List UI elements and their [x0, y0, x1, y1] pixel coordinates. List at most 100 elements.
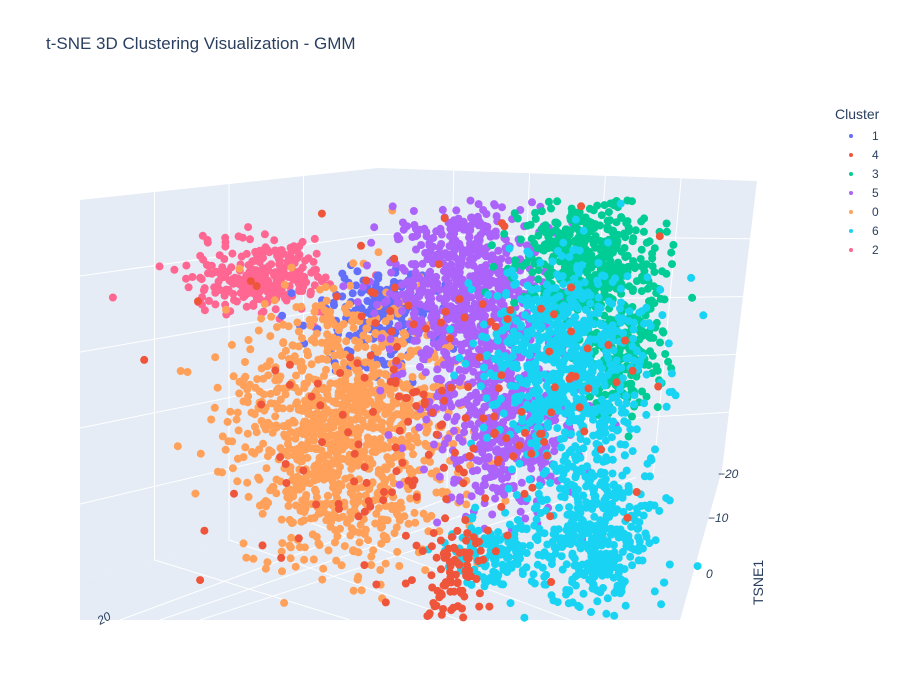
data-point-cluster-6	[627, 522, 636, 531]
data-point-cluster-0	[334, 514, 343, 522]
data-point-cluster-6	[562, 586, 571, 594]
legend-item-cluster-4[interactable]: 4	[835, 145, 879, 164]
data-point-cluster-5	[436, 249, 445, 258]
data-point-cluster-5	[450, 284, 458, 293]
data-point-cluster-3	[656, 338, 664, 347]
data-point-cluster-0	[308, 530, 317, 539]
data-point-cluster-3	[642, 392, 651, 401]
data-point-cluster-6	[555, 375, 564, 384]
data-point-cluster-6	[598, 407, 607, 416]
data-point-cluster-5	[481, 244, 489, 253]
data-point-cluster-3	[596, 237, 605, 245]
data-point-cluster-0	[361, 343, 370, 351]
data-point-cluster-4	[450, 587, 459, 596]
data-point-cluster-4	[483, 526, 492, 535]
data-point-cluster-0	[367, 561, 376, 569]
data-point-cluster-0	[239, 539, 248, 548]
data-point-cluster-3	[653, 403, 662, 412]
data-point-cluster-6	[588, 537, 597, 546]
data-point-cluster-6	[612, 365, 621, 374]
data-point-cluster-6	[582, 482, 591, 491]
data-point-cluster-0	[372, 509, 381, 518]
data-point-cluster-0	[191, 489, 200, 498]
data-point-cluster-6	[613, 426, 622, 435]
data-point-cluster-0	[227, 340, 236, 349]
data-point-cluster-2	[210, 283, 219, 292]
data-point-cluster-4	[521, 428, 529, 437]
data-point-cluster-0	[317, 338, 326, 347]
data-point-cluster-0	[411, 518, 420, 527]
data-point-cluster-6	[531, 312, 540, 321]
data-point-cluster-0	[250, 449, 259, 458]
data-point-cluster-5	[491, 494, 500, 503]
data-point-cluster-5	[435, 472, 444, 481]
data-point-cluster-2	[218, 263, 227, 272]
data-point-cluster-2	[295, 250, 304, 259]
data-point-cluster-2	[306, 290, 315, 299]
data-point-cluster-4	[404, 476, 413, 485]
data-point-cluster-6	[629, 356, 638, 365]
data-point-cluster-6	[551, 284, 560, 292]
data-point-cluster-0	[277, 547, 286, 556]
data-point-cluster-5	[499, 301, 508, 309]
legend-item-cluster-1[interactable]: 1	[835, 126, 879, 145]
legend-item-cluster-0[interactable]: 0	[835, 202, 879, 221]
data-point-cluster-6	[481, 562, 489, 571]
data-point-cluster-5	[439, 327, 448, 336]
data-point-cluster-4	[621, 336, 629, 345]
data-point-cluster-0	[323, 330, 332, 339]
data-point-cluster-6	[590, 485, 599, 494]
data-point-cluster-6	[642, 410, 651, 419]
data-point-cluster-0	[262, 464, 271, 473]
data-point-cluster-0	[374, 248, 383, 257]
legend-item-cluster-2[interactable]: 2	[835, 240, 879, 259]
data-point-cluster-0	[349, 259, 358, 268]
data-point-cluster-4	[276, 453, 285, 462]
data-point-cluster-0	[329, 342, 338, 351]
data-point-cluster-6	[613, 327, 622, 336]
data-point-cluster-6	[527, 326, 536, 335]
data-point-cluster-0	[222, 305, 231, 314]
legend-item-cluster-6[interactable]: 6	[835, 221, 879, 240]
data-point-cluster-6	[525, 475, 534, 484]
legend-item-cluster-5[interactable]: 5	[835, 183, 879, 202]
data-point-cluster-4	[446, 562, 455, 571]
data-point-cluster-5	[455, 304, 464, 313]
data-point-cluster-4	[547, 408, 556, 417]
legend-label: 4	[872, 147, 879, 162]
tsne1-tick-label: −10	[708, 511, 729, 525]
data-point-cluster-5	[488, 472, 497, 481]
data-point-cluster-6	[518, 566, 527, 575]
data-point-cluster-2	[182, 274, 190, 283]
data-point-cluster-4	[436, 536, 445, 545]
data-point-cluster-4	[424, 450, 433, 459]
legend-item-cluster-3[interactable]: 3	[835, 164, 879, 183]
data-point-cluster-4	[432, 430, 441, 439]
data-point-cluster-6	[483, 433, 491, 442]
data-point-cluster-0	[432, 488, 441, 497]
data-point-cluster-4	[432, 553, 441, 562]
data-point-cluster-6	[568, 462, 577, 471]
data-point-cluster-5	[428, 275, 436, 283]
data-point-cluster-6	[590, 493, 599, 502]
data-point-cluster-3	[637, 262, 646, 271]
data-point-cluster-6	[629, 325, 638, 334]
data-point-cluster-4	[412, 493, 421, 501]
legend-marker-icon	[849, 190, 853, 195]
data-point-cluster-3	[624, 432, 633, 441]
data-point-cluster-0	[255, 501, 264, 510]
data-point-cluster-6	[504, 484, 513, 493]
data-point-cluster-6	[559, 456, 568, 465]
data-point-cluster-0	[396, 498, 405, 507]
data-point-cluster-4	[446, 383, 455, 392]
data-point-cluster-3	[648, 262, 657, 271]
data-point-cluster-4	[390, 254, 399, 263]
data-point-cluster-6	[469, 339, 478, 348]
data-point-cluster-6	[567, 385, 576, 393]
data-point-cluster-4	[584, 384, 593, 393]
data-point-cluster-0	[332, 379, 341, 388]
data-point-cluster-6	[579, 589, 588, 598]
data-point-cluster-5	[473, 212, 482, 221]
